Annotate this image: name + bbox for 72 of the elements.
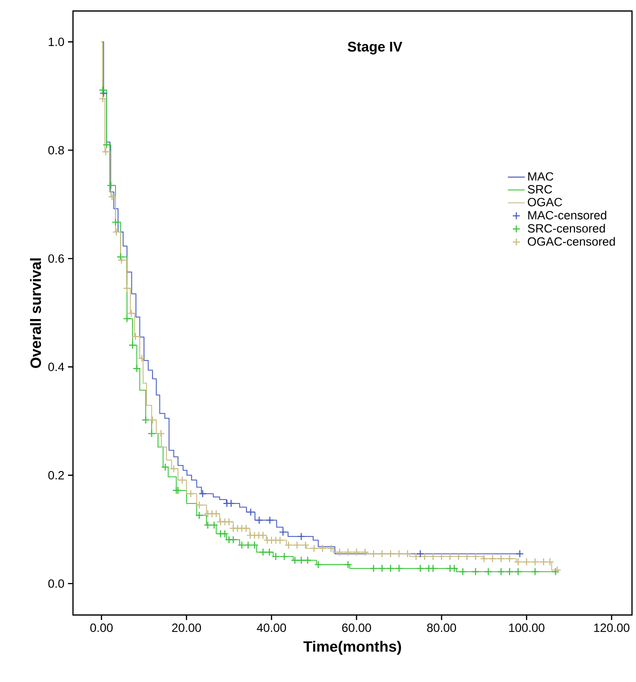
- point: [244, 541, 252, 550]
- x-tick-label: 80.00: [427, 624, 456, 632]
- point: [514, 568, 522, 576]
- x-tick-label: 20.00: [172, 624, 201, 632]
- point: [531, 568, 540, 576]
- y-tick-label: 0.0: [48, 579, 64, 588]
- point: [161, 463, 170, 472]
- x-tick-label: 60.00: [342, 624, 372, 632]
- y-tick-label: 0.8: [48, 146, 64, 154]
- point: [297, 532, 306, 540]
- point: [394, 564, 404, 572]
- point: [297, 556, 306, 564]
- point: [198, 490, 207, 498]
- point: [506, 568, 514, 576]
- x-tick-label: 0.00: [90, 624, 113, 632]
- point: [290, 556, 299, 564]
- point: [516, 550, 524, 558]
- y-tick-label: 0.2: [48, 471, 64, 480]
- point: [472, 568, 480, 576]
- point: [484, 568, 492, 576]
- point: [128, 341, 137, 350]
- point: [255, 516, 264, 524]
- point: [369, 564, 378, 572]
- point: [378, 564, 386, 572]
- point: [204, 521, 212, 530]
- y-axis-title: Overall survival: [30, 258, 42, 368]
- x-tick-label: 40.00: [256, 624, 286, 632]
- point: [238, 541, 246, 550]
- point: [246, 508, 255, 516]
- point: [142, 416, 150, 424]
- legend-label: OGAC: [528, 198, 562, 206]
- point: [314, 560, 322, 569]
- x-axis-title: Time(months): [303, 640, 402, 655]
- y-tick-label: 1.0: [48, 38, 64, 46]
- point: [172, 486, 180, 494]
- point: [122, 314, 132, 323]
- point: [450, 564, 458, 572]
- point: [416, 550, 424, 558]
- legend-label: SRC: [528, 185, 552, 194]
- y-tick-label: 0.4: [48, 362, 64, 372]
- point: [174, 486, 182, 494]
- point: [258, 548, 268, 556]
- point: [195, 511, 204, 520]
- point: [280, 552, 288, 561]
- point: [344, 560, 352, 569]
- point: [229, 536, 238, 544]
- point: [250, 541, 259, 550]
- point: [497, 568, 506, 576]
- point: [304, 556, 312, 564]
- point: [386, 564, 395, 572]
- point: [416, 564, 424, 572]
- point: [266, 516, 274, 524]
- point: [227, 499, 236, 508]
- x-tick-label: 100.00: [509, 624, 544, 632]
- point: [98, 86, 107, 94]
- point: [429, 564, 438, 572]
- point: [111, 218, 120, 226]
- text: Stage IV: [348, 42, 402, 54]
- point: [102, 140, 111, 149]
- legend-label: OGAC-censored: [528, 236, 615, 246]
- legend-label: MAC-censored: [528, 210, 606, 220]
- point: [148, 429, 156, 438]
- legend-label: MAC: [528, 172, 554, 181]
- x-tick-label: 120.00: [594, 624, 630, 632]
- legend-label: SRC-censored: [528, 224, 605, 233]
- point: [458, 568, 467, 576]
- y-tick-label: 0.6: [48, 254, 64, 263]
- point: [116, 252, 125, 261]
- point: [106, 181, 115, 190]
- point: [132, 364, 141, 373]
- point: [210, 521, 218, 530]
- point: [278, 528, 288, 536]
